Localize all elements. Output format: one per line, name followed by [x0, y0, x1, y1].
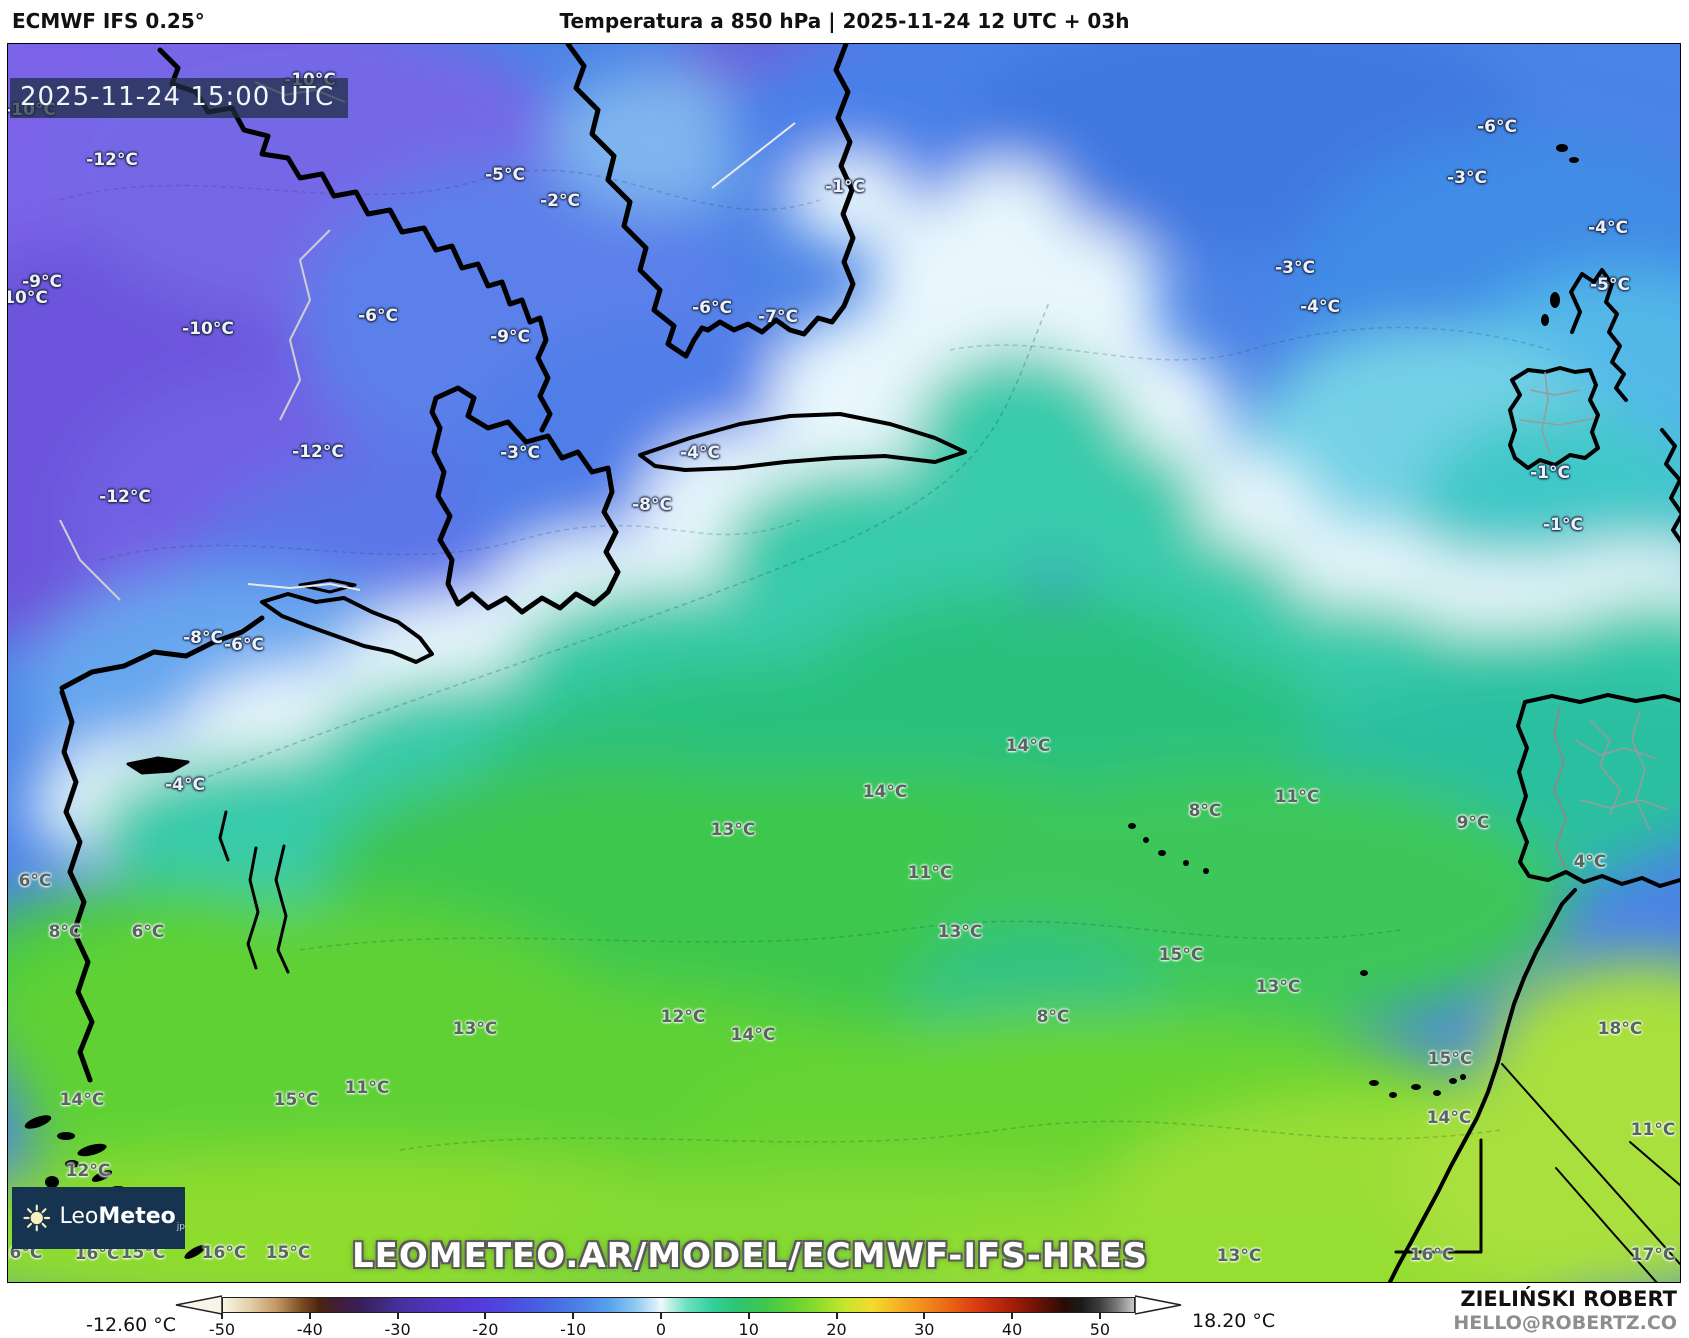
- timestamp-badge: 2025-11-24 15:00 UTC: [10, 78, 349, 118]
- colorbar-tick-label: -50: [208, 1320, 236, 1338]
- logo-text: LeoMeteojp: [59, 1204, 185, 1232]
- coastline-layer: [59, 44, 1680, 1282]
- leometeo-logo: LeoMeteojp: [12, 1187, 185, 1249]
- colorbar-tick: [396, 1313, 399, 1319]
- colorbar-tick-label: 0: [655, 1320, 667, 1338]
- colorbar-tick-label: -40: [296, 1320, 323, 1338]
- colorbar-tick-label: 30: [914, 1320, 935, 1338]
- colorbar-tick: [923, 1313, 926, 1319]
- map-canvas: -10°C-10°C-12°C-5°C-2°C-1°C-6°C-3°C-4°C-…: [7, 43, 1681, 1283]
- colorbar-tick: [747, 1313, 750, 1319]
- colorbar-tick-label: 50: [1089, 1320, 1111, 1338]
- colorbar-min-label: -12.60 °C: [86, 1314, 177, 1336]
- colorbar-tick: [221, 1313, 223, 1319]
- colorbar-tick: [484, 1313, 487, 1319]
- attribution-email: HELLO@ROBERTZ.CO: [1453, 1312, 1677, 1334]
- colorbar-left-arrow: [175, 1295, 222, 1315]
- colorbar-tick-label: 10: [738, 1320, 759, 1338]
- colorbar-tick: [308, 1313, 311, 1319]
- colorbar-right-arrow: [1135, 1295, 1182, 1315]
- colorbar-tick: [835, 1313, 838, 1319]
- colorbar-tick-label: -20: [472, 1320, 499, 1338]
- colorbar-tick: [572, 1313, 575, 1319]
- colorbar-gradient: [222, 1297, 1135, 1313]
- colorbar-tick-label: 40: [1001, 1320, 1023, 1338]
- watermark: LEOMETEO.AR/MODEL/ECMWF-IFS-HRES: [352, 1236, 1149, 1276]
- colorbar-tick: [1011, 1313, 1014, 1319]
- colorbar-ticks: -50 -40 -30 -20 -10 0 10 20 30 40 50: [209, 1313, 1135, 1338]
- model-name: ECMWF IFS 0.25°: [12, 9, 205, 33]
- attribution-name: ZIELIŃSKI ROBERT: [1460, 1287, 1677, 1311]
- colorbar-tick-label: -30: [384, 1320, 411, 1338]
- colorbar-tick: [659, 1313, 662, 1319]
- colorbar-tick: [1098, 1313, 1101, 1319]
- field-layer: [8, 44, 1680, 1282]
- colorbar-tick-label: 20: [826, 1320, 847, 1338]
- page-title: Temperatura a 850 hPa | 2025-11-24 12 UT…: [559, 9, 1130, 33]
- sun-icon: [23, 1204, 51, 1232]
- temperature-field: [8, 44, 1680, 1282]
- colorbar-tick-label: -10: [560, 1320, 587, 1338]
- colorbar-max-label: 18.20 °C: [1192, 1310, 1276, 1332]
- contour-layer: [59, 169, 1551, 1151]
